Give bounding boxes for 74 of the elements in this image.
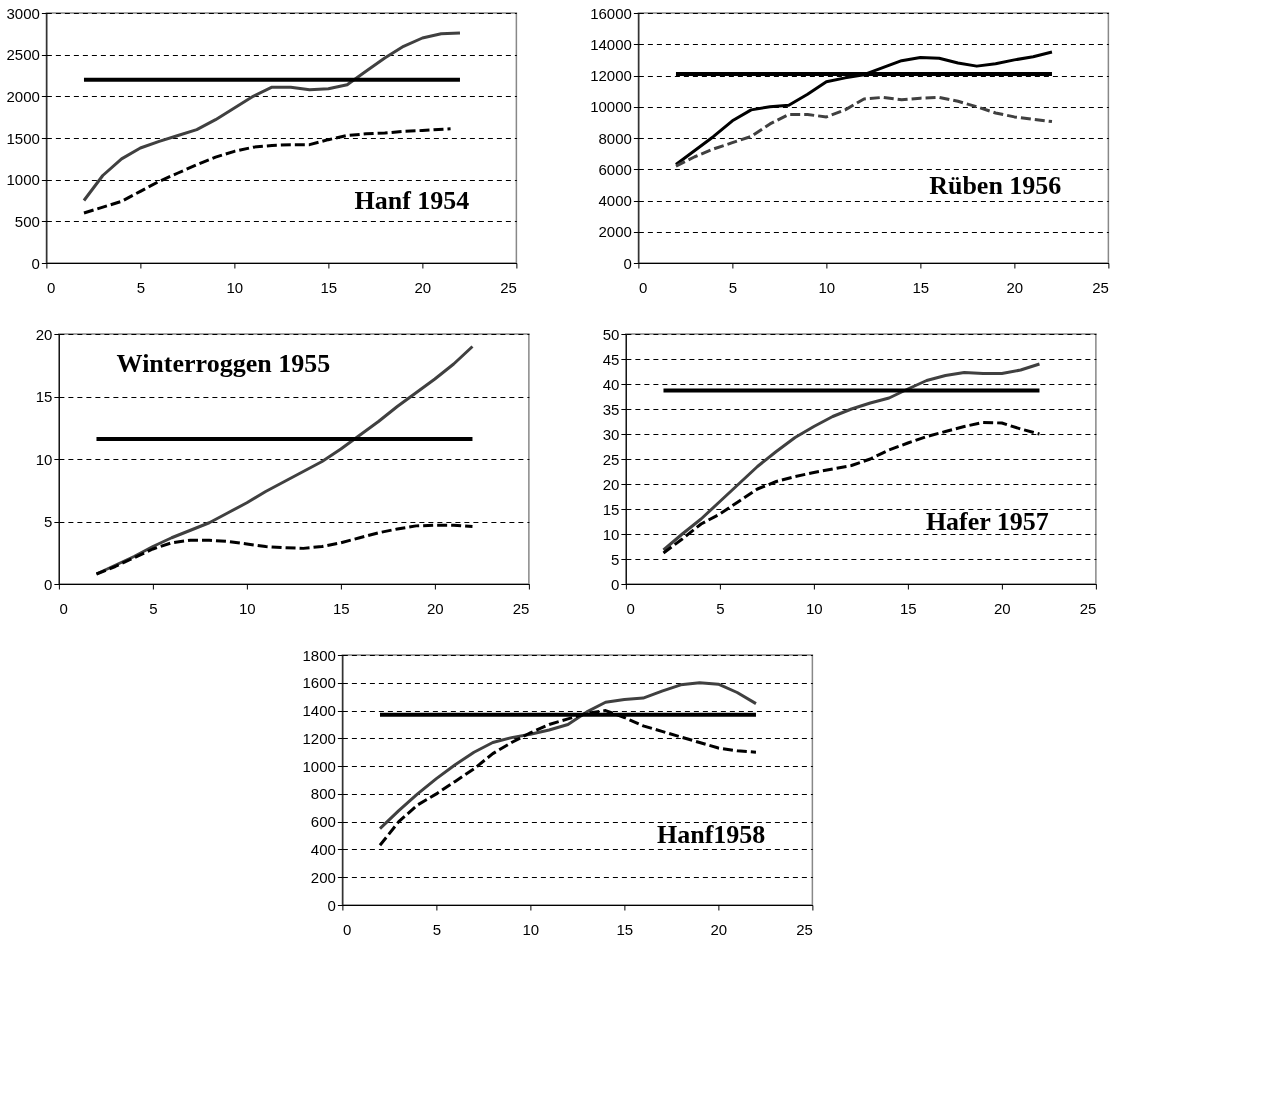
x-tick-label: 20 xyxy=(414,278,432,296)
x-tick-label: 25 xyxy=(512,599,530,617)
y-tick-label: 25 xyxy=(602,450,620,468)
y-tick-label: 3000 xyxy=(6,4,40,22)
x-tick-label: 5 xyxy=(149,599,158,617)
y-tick-label: 0 xyxy=(44,575,53,593)
y-tick-label: 12000 xyxy=(590,67,632,84)
x-tick-label: 10 xyxy=(818,278,836,296)
y-tick-label: 0 xyxy=(623,254,632,272)
y-tick-label: 800 xyxy=(310,785,336,803)
x-tick-label: 10 xyxy=(522,920,540,938)
y-tick-label: 15 xyxy=(602,500,620,518)
x-tick-label: 5 xyxy=(716,599,725,617)
x-tick-label: 5 xyxy=(432,920,442,938)
y-tick-label: 2000 xyxy=(6,87,40,105)
y-tick-label: 2000 xyxy=(598,223,632,241)
y-tick-label: 1000 xyxy=(6,171,40,189)
y-tick-label: 6000 xyxy=(598,160,632,178)
x-tick-label: 10 xyxy=(226,278,244,296)
y-tick-label: 1000 xyxy=(302,757,336,775)
x-tick-label: 10 xyxy=(806,599,823,617)
y-tick-label: 30 xyxy=(602,425,620,443)
y-tick-label: 1600 xyxy=(302,674,336,692)
text: Hafer 1957 xyxy=(925,506,1049,536)
y-tick-label: 10 xyxy=(602,525,620,543)
x-tick-label: 20 xyxy=(710,920,728,938)
x-tick-label: 15 xyxy=(333,599,350,617)
y-tick-label: 20 xyxy=(35,325,53,343)
x-tick-label: 10 xyxy=(239,599,256,617)
x-tick-label: 20 xyxy=(994,599,1011,617)
x-tick-label: 25 xyxy=(796,920,813,938)
line-series xyxy=(674,95,1054,168)
y-tick-label: 0 xyxy=(31,254,40,272)
y-tick-label: 4000 xyxy=(598,192,632,209)
x-tick-label: 20 xyxy=(427,599,444,617)
y-tick-label: 0 xyxy=(611,575,620,593)
x-tick-label: 15 xyxy=(912,278,930,296)
text: Rüben 1956 xyxy=(929,170,1062,200)
x-tick-label: 0 xyxy=(342,920,352,938)
y-tick-label: 500 xyxy=(14,212,40,230)
x-tick-label: 25 xyxy=(1079,599,1097,617)
y-tick-label: 16000 xyxy=(590,4,632,22)
y-tick-label: 10 xyxy=(35,450,53,468)
y-tick-label: 1500 xyxy=(6,129,40,147)
y-tick-label: 35 xyxy=(602,400,620,418)
y-tick-label: 1400 xyxy=(302,702,336,720)
y-tick-label: 8000 xyxy=(598,129,632,147)
y-tick-label: 1800 xyxy=(302,646,336,664)
y-tick-label: 1200 xyxy=(302,729,336,747)
text: Hanf 1954 xyxy=(354,185,470,215)
x-tick-label: 5 xyxy=(136,278,146,296)
y-tick-label: 0 xyxy=(327,896,336,914)
x-tick-label: 0 xyxy=(638,278,648,296)
y-tick-label: 5 xyxy=(44,513,53,530)
y-tick-label: 2500 xyxy=(6,46,40,64)
x-tick-label: 0 xyxy=(59,599,68,617)
text: Hanf1958 xyxy=(657,820,766,849)
y-tick-label: 400 xyxy=(310,840,336,858)
x-tick-label: 20 xyxy=(1006,278,1024,296)
x-tick-label: 25 xyxy=(1092,278,1109,296)
y-tick-label: 5 xyxy=(611,550,620,568)
text: Winterroggen 1955 xyxy=(116,349,331,378)
y-tick-label: 10000 xyxy=(590,98,632,116)
x-tick-label: 5 xyxy=(728,278,738,296)
y-tick-label: 45 xyxy=(602,350,620,368)
y-tick-label: 14000 xyxy=(590,35,632,53)
x-tick-label: 15 xyxy=(900,599,917,617)
y-tick-label: 200 xyxy=(310,868,336,886)
y-tick-label: 40 xyxy=(602,375,620,393)
y-tick-label: 15 xyxy=(35,388,53,405)
x-tick-label: 25 xyxy=(500,278,517,296)
y-tick-label: 20 xyxy=(602,475,620,493)
y-tick-label: 50 xyxy=(602,325,620,343)
y-tick-label: 600 xyxy=(310,813,336,831)
